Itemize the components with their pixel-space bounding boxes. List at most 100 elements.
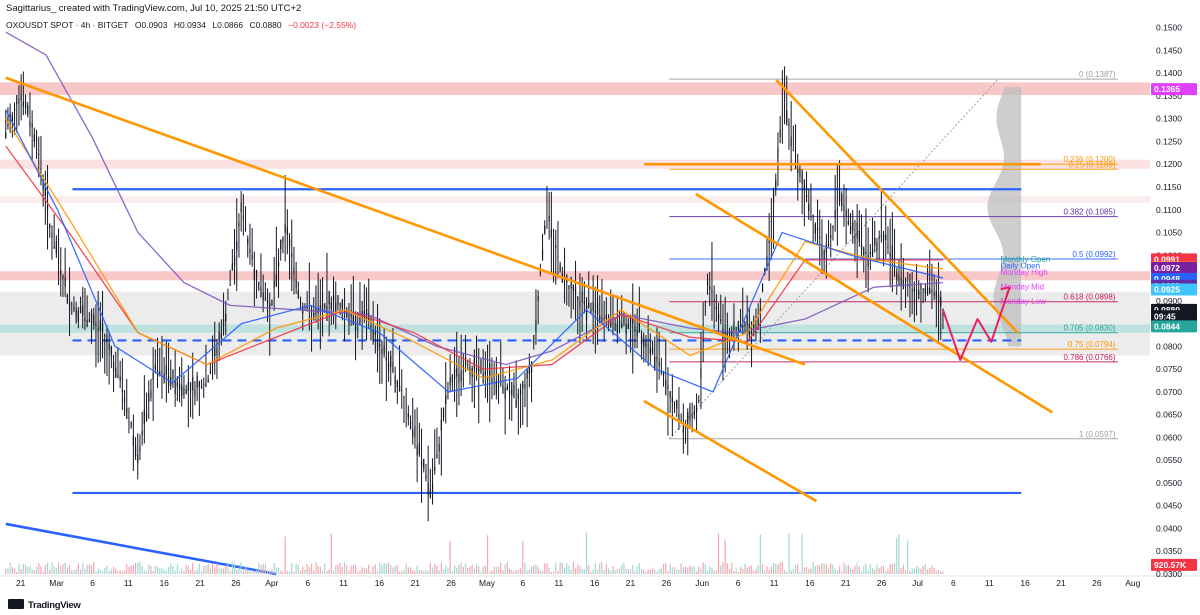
fib-label-7: 0.75 (0.0794) <box>1068 340 1116 349</box>
candle-body <box>126 408 128 419</box>
volume-bar <box>66 567 68 574</box>
volume-bar <box>273 563 275 574</box>
x-tick-21: 11 <box>770 578 779 588</box>
volume-bar <box>275 567 277 574</box>
volume-bar <box>693 566 695 574</box>
y-tick-20: 0.0500 <box>1156 478 1182 488</box>
candle-body <box>704 304 706 306</box>
volume-bar <box>722 562 724 574</box>
candle-body <box>869 252 871 255</box>
volume-bar <box>577 564 579 574</box>
candle-body <box>834 210 836 218</box>
candle-body <box>44 186 46 197</box>
volume-bar <box>660 567 662 574</box>
volume-bar <box>339 562 341 574</box>
candle-body <box>715 306 717 310</box>
candle-body <box>238 222 240 227</box>
volume-bar <box>77 563 79 574</box>
candle-body <box>473 355 475 370</box>
candle-body <box>247 238 249 245</box>
candle-body <box>440 419 442 431</box>
candle-body <box>506 386 508 391</box>
fib-diagonal <box>668 78 999 440</box>
volume-bar <box>629 569 632 574</box>
candle-body <box>167 376 170 387</box>
volume-bar <box>449 540 451 574</box>
price-chart[interactable]: 0 (0.1387) 0.236 (0.1200)0.25 (0.1189) 0.3… <box>0 0 1200 596</box>
candle-body <box>49 224 51 229</box>
zone-1 <box>0 159 1150 169</box>
candle-body <box>359 316 361 325</box>
volume-bar <box>678 569 680 574</box>
candle-body <box>150 390 152 398</box>
volume-bar <box>623 562 625 574</box>
candle-body <box>313 312 315 321</box>
volume-bar <box>403 569 405 574</box>
candle-body <box>515 399 517 408</box>
volume-bar <box>557 570 559 574</box>
volume-bar <box>218 568 220 574</box>
candle-body <box>610 321 612 327</box>
candle-body <box>753 321 755 329</box>
volume-bar <box>348 570 350 574</box>
candle-body <box>350 314 352 317</box>
candle-body <box>401 390 403 392</box>
candle-body <box>508 391 511 393</box>
candle-body <box>55 241 57 255</box>
price-tag-label-10: 920.57K <box>1154 560 1187 570</box>
candle-body <box>640 335 643 344</box>
candle-body <box>352 315 354 326</box>
volume-bar <box>429 562 431 574</box>
volume-bar <box>720 565 722 574</box>
volume-bar <box>775 563 777 574</box>
candle-body <box>865 251 867 255</box>
volume-bar <box>920 568 922 574</box>
price-tag-label-3: 0.0972 <box>1154 263 1180 273</box>
tradingview-logo[interactable]: TradingView <box>8 599 81 611</box>
volume-bar <box>11 567 13 574</box>
trendline-2 <box>775 79 1019 334</box>
volume-bar <box>495 566 497 574</box>
volume-bar <box>456 567 458 574</box>
volume-bar <box>236 569 238 574</box>
volume-bar <box>819 565 821 574</box>
candle-body <box>75 308 77 324</box>
candle-body <box>128 417 130 418</box>
volume-bar <box>255 569 258 574</box>
volume-bar <box>359 570 361 574</box>
volume-bar <box>735 568 737 574</box>
candle-body <box>669 391 671 398</box>
volume-bar <box>425 569 427 574</box>
candle-body <box>717 313 720 320</box>
volume-bar <box>645 571 647 574</box>
candle-body <box>603 317 605 320</box>
volume-bar <box>590 571 592 574</box>
volume-bar <box>845 565 847 574</box>
candle-body <box>832 226 834 229</box>
candle-body <box>524 383 526 388</box>
volume-bar <box>777 564 779 574</box>
volume-bar <box>513 571 515 574</box>
candle-body <box>627 323 629 330</box>
candle-body <box>522 380 524 389</box>
candle-body <box>698 400 700 402</box>
legend-symbol: OXOUSDT SPOT · 4h · BITGET <box>6 20 129 30</box>
candle-body <box>599 315 601 323</box>
candle-body <box>172 370 174 379</box>
volume-bar <box>20 568 22 574</box>
candle-body <box>387 362 390 372</box>
candle-body <box>843 204 845 211</box>
candle-body <box>592 302 594 311</box>
candle-body <box>519 389 522 394</box>
volume-bar <box>467 567 469 574</box>
candle-body <box>106 334 108 343</box>
price-axis <box>1150 0 1200 596</box>
volume-bar <box>726 563 728 574</box>
volume-bar <box>761 564 764 574</box>
volume-bar <box>847 564 849 574</box>
candle-body <box>449 377 451 386</box>
x-tick-22: 16 <box>805 578 815 588</box>
candle-body <box>781 114 783 116</box>
candle-body <box>706 279 709 286</box>
volume-bar <box>401 571 403 574</box>
